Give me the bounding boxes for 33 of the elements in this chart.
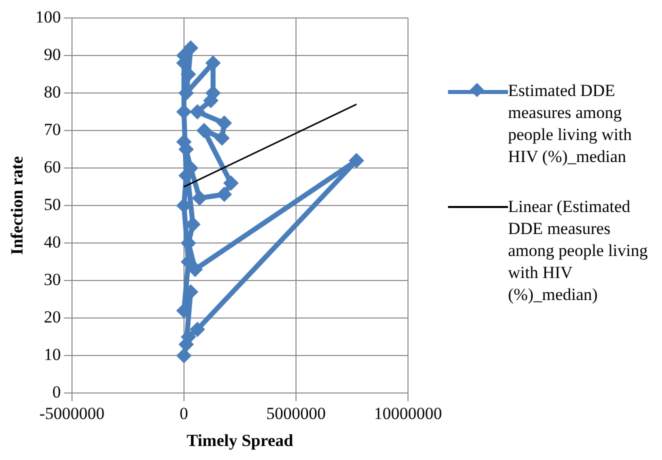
x-tick-label: -5000000 bbox=[39, 404, 104, 423]
point bbox=[192, 190, 208, 206]
point bbox=[183, 284, 198, 300]
point bbox=[190, 322, 205, 337]
point bbox=[216, 186, 232, 202]
y-tick-label: 60 bbox=[44, 158, 61, 177]
y-tick-label: 50 bbox=[44, 195, 61, 214]
point bbox=[183, 40, 198, 56]
point bbox=[176, 303, 192, 318]
legend-label: Linear (Estimated DDE measures among people living with HIV (%)_median) bbox=[508, 196, 649, 306]
y-tick-label: 70 bbox=[44, 120, 61, 140]
x-tick-label: 10000000 bbox=[374, 404, 442, 423]
legend-label: Estimated DDE measures among people living with HIV (%)_median bbox=[508, 80, 633, 168]
y-tick-label: 40 bbox=[44, 232, 61, 252]
point bbox=[223, 176, 238, 191]
point bbox=[216, 116, 232, 131]
point bbox=[348, 153, 364, 168]
y-axis-title: Infection rate bbox=[8, 156, 27, 255]
y-tick-label: 80 bbox=[44, 82, 61, 102]
x-tick-label: 0 bbox=[180, 404, 188, 423]
y-tick-label: 30 bbox=[44, 270, 61, 290]
y-tick-label: 0 bbox=[52, 382, 61, 402]
point bbox=[176, 104, 192, 120]
y-tick-label: 90 bbox=[44, 44, 61, 64]
x-axis-title: Timely Spread bbox=[186, 431, 294, 450]
point bbox=[176, 348, 192, 364]
y-tick-label: 10 bbox=[44, 345, 61, 364]
y-tick-label: 20 bbox=[44, 308, 61, 327]
point bbox=[190, 104, 205, 120]
y-tick-label: 100 bbox=[35, 7, 61, 26]
point bbox=[214, 130, 230, 146]
x-tick-label: 5000000 bbox=[266, 404, 326, 423]
point bbox=[196, 123, 212, 138]
